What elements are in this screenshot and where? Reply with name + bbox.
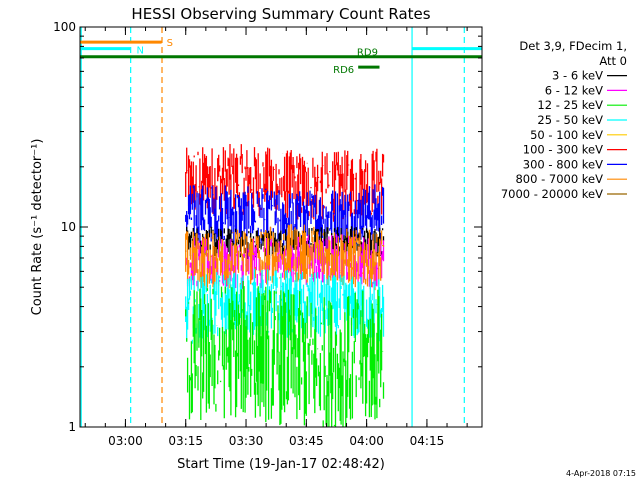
chart-title: HESSI Observing Summary Count Rates <box>131 5 430 23</box>
legend-label: 6 - 12 keV <box>545 83 603 97</box>
y-axis-label: Count Rate (s⁻¹ detector⁻¹) <box>30 139 45 316</box>
legend-label: 25 - 50 keV <box>537 113 603 127</box>
x-tick-label: 04:00 <box>349 434 384 448</box>
x-tick-label: 03:15 <box>168 434 203 448</box>
flag-label-s: S <box>167 38 173 49</box>
flag-label-rd9: RD9 <box>357 48 378 59</box>
y-tick-label: 100 <box>53 20 76 34</box>
x-tick-label: 03:30 <box>229 434 264 448</box>
legend-label: 3 - 6 keV <box>552 69 603 83</box>
legend-label: 300 - 800 keV <box>523 157 603 171</box>
series-12-25keV-trace <box>185 281 385 427</box>
series-100-300keV-trace <box>185 144 385 222</box>
series-800-7000keV-trace <box>185 224 385 291</box>
x-tick-label: 04:15 <box>410 434 445 448</box>
x-tick-label: 03:45 <box>289 434 324 448</box>
legend-label: 12 - 25 keV <box>537 98 603 112</box>
legend-label: 100 - 300 keV <box>523 143 603 157</box>
legend-label: 50 - 100 keV <box>530 128 603 142</box>
y-axis-ticks: 1 10 100 <box>53 20 482 434</box>
y-tick-label: 1 <box>68 420 76 434</box>
x-axis-ticks: 03:00 03:15 03:30 03:45 04:00 04:15 <box>84 27 468 448</box>
series-traces <box>185 144 385 427</box>
date-stamp: 4-Apr-2018 07:15 <box>566 469 636 478</box>
legend-label: 800 - 7000 keV <box>515 172 603 186</box>
x-tick-label: 03:00 <box>108 434 143 448</box>
legend-header: Att 0 <box>599 54 627 68</box>
x-axis-label: Start Time (19-Jan-17 02:48:42) <box>177 457 385 472</box>
flag-label-rd6: RD6 <box>333 65 354 76</box>
flag-label-n: N <box>137 46 144 57</box>
legend-header: Det 3,9, FDecim 1, <box>519 39 627 53</box>
legend-label: 7000 - 20000 keV <box>501 187 603 201</box>
y-tick-label: 10 <box>61 220 76 234</box>
